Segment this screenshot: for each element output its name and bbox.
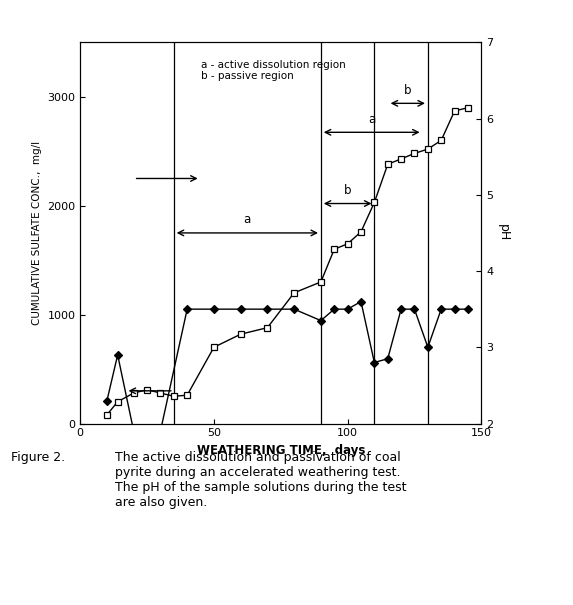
Text: b: b xyxy=(344,184,351,197)
Y-axis label: CUMULATIVE SULFATE CONC.,  mg/l: CUMULATIVE SULFATE CONC., mg/l xyxy=(32,141,42,325)
Text: b: b xyxy=(404,84,411,97)
Text: a - active dissolution region
b - passive region: a - active dissolution region b - passiv… xyxy=(201,59,346,81)
X-axis label: WEATHERING TIME,  days: WEATHERING TIME, days xyxy=(197,444,365,457)
Text: Figure 2.: Figure 2. xyxy=(11,451,65,463)
Text: a: a xyxy=(244,214,251,226)
Text: The active dissolution and passivation of coal
pyrite during an accelerated weat: The active dissolution and passivation o… xyxy=(115,451,406,509)
Text: a: a xyxy=(368,113,375,126)
Y-axis label: pH: pH xyxy=(497,224,510,241)
